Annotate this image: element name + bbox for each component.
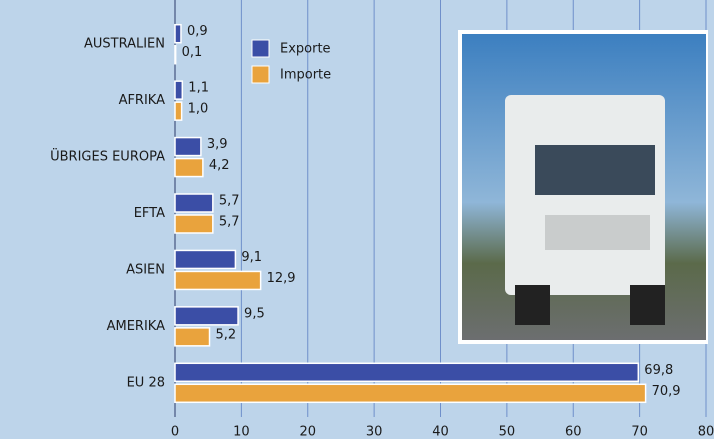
value-label: 0,1	[182, 45, 203, 60]
value-label: 3,9	[207, 137, 228, 152]
x-tick-label: 50	[499, 425, 516, 439]
y-tick-label: EFTA	[134, 206, 165, 221]
y-tick-label: AMERIKA	[107, 319, 165, 334]
bar	[174, 136, 202, 157]
value-label: 1,1	[188, 81, 209, 96]
value-label: 70,9	[652, 384, 681, 399]
bar	[174, 214, 214, 234]
bar	[174, 101, 183, 121]
y-tick-label: AFRIKA	[119, 93, 166, 108]
value-label: 9,5	[244, 306, 265, 321]
value-label: 12,9	[267, 271, 296, 286]
value-label: 4,2	[209, 158, 230, 173]
value-label: 5,7	[219, 215, 240, 230]
value-label: 0,9	[187, 24, 208, 39]
x-tick-label: 70	[631, 425, 648, 439]
y-tick-label: EU 28	[127, 375, 165, 390]
bar	[174, 80, 184, 100]
x-tick-label: 80	[698, 425, 714, 439]
value-label: 5,2	[216, 327, 237, 342]
x-tick-label: 40	[432, 425, 449, 439]
value-label: 1,0	[188, 102, 209, 117]
bar	[174, 157, 204, 178]
legend-swatch	[251, 65, 270, 84]
legend-swatch	[251, 39, 270, 58]
x-tick-label: 30	[366, 425, 383, 439]
y-tick-label: AUSTRALIEN	[84, 37, 165, 52]
value-label: 69,8	[644, 363, 673, 378]
x-tick-label: 0	[171, 425, 179, 439]
legend-label: Exporte	[280, 42, 331, 57]
bar	[174, 383, 647, 404]
photo	[458, 30, 708, 344]
y-tick-label: ÜBRIGES EUROPA	[50, 148, 165, 165]
value-label: 5,7	[219, 194, 240, 209]
bar	[174, 23, 182, 44]
legend-label: Importe	[280, 68, 331, 83]
value-label: 9,1	[241, 250, 262, 265]
x-tick-label: 10	[233, 425, 250, 439]
bar	[174, 44, 177, 65]
bar	[174, 327, 211, 347]
bar	[174, 362, 640, 383]
y-tick-label: ASIEN	[126, 262, 165, 277]
bar	[174, 249, 237, 270]
bar	[174, 270, 262, 291]
x-tick-label: 20	[299, 425, 316, 439]
bar	[174, 306, 239, 326]
x-tick-label: 60	[565, 425, 582, 439]
bar	[174, 193, 214, 213]
